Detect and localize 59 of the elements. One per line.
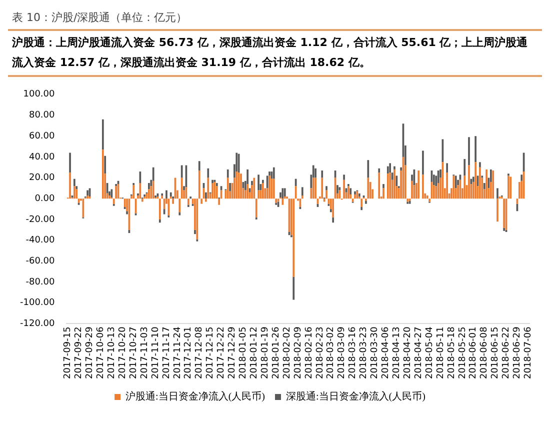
x-tick-label: 2018-06-01 <box>468 326 479 380</box>
x-tick-label: 2017-12-22 <box>216 326 227 380</box>
x-tick-label: 2018-02-02 <box>282 326 292 380</box>
y-tick-label: -20.00 <box>26 214 56 225</box>
x-tick-label: 2018-05-11 <box>436 326 446 380</box>
y-tick-label: -60.00 <box>26 256 56 267</box>
y-tick-label: 60.00 <box>28 131 56 142</box>
x-tick-label: 2018-02-16 <box>304 326 314 380</box>
x-tick-label: 2018-03-23 <box>359 326 370 380</box>
x-tick-label: 2018-03-30 <box>370 326 380 380</box>
x-tick-label: 2018-06-08 <box>480 326 490 380</box>
x-tick-label: 2017-11-03 <box>140 326 150 380</box>
legend-label: 深股通:当日资金净流入(人民币) <box>286 390 426 403</box>
x-tick-label: 2017-12-01 <box>184 326 194 380</box>
x-tick-label: 2018-02-23 <box>315 326 326 380</box>
chart-subtitle: 沪股通：上周沪股通流入资金 56.73 亿，深股通流出资金 1.12 亿，合计流入 55.61 亿；上上周沪股通流入资金 12.57 亿，深股通流出资金 31.19 亿，合计流出 18.62 亿。 <box>8 31 542 77</box>
x-tick-label: 2017-09-15 <box>63 326 74 380</box>
y-tick-label: -120.00 <box>20 319 55 330</box>
x-tick-label: 2018-04-13 <box>392 326 402 380</box>
x-tick-label: 2018-05-18 <box>446 326 457 380</box>
x-tick-label: 2017-12-29 <box>228 326 238 380</box>
y-tick-label: 80.00 <box>28 110 56 121</box>
x-tick-label: 2018-03-16 <box>348 326 358 380</box>
x-tick-label: 2017-10-13 <box>107 326 118 380</box>
y-tick-label: 0.00 <box>34 194 56 204</box>
x-tick-label: 2018-07-06 <box>524 326 534 380</box>
x-tick-label: 2017-09-22 <box>74 326 84 380</box>
x-tick-label: 2017-09-29 <box>85 326 96 380</box>
y-tick-label: -80.00 <box>26 277 56 288</box>
x-tick-label: 2018-04-20 <box>402 326 413 380</box>
x-tick-label: 2017-12-15 <box>206 326 216 380</box>
x-tick-label: 2018-04-06 <box>381 326 392 380</box>
x-tick-label: 2018-05-04 <box>424 326 435 380</box>
x-tick-label: 2017-10-06 <box>96 326 106 380</box>
x-tick-label: 2017-10-20 <box>118 326 128 380</box>
y-tick-label: 100.00 <box>23 90 56 100</box>
x-tick-label: 2017-12-08 <box>194 326 205 380</box>
x-tick-label: 2018-01-26 <box>271 326 282 380</box>
x-tick-label: 2017-11-10 <box>150 326 161 380</box>
chart-title: 表 10：沪股/深股通（单位：亿元） <box>8 8 542 31</box>
x-tick-label: 2018-03-02 <box>326 326 336 380</box>
x-tick-label: 2017-11-17 <box>162 326 172 380</box>
x-tick-label: 2018-03-09 <box>337 326 348 380</box>
x-tick-label: 2018-01-12 <box>250 326 260 380</box>
x-tick-label: 2017-11-24 <box>172 326 183 380</box>
x-tick-label: 2018-01-19 <box>260 326 270 380</box>
x-tick-label: 2018-06-29 <box>512 326 523 380</box>
x-tick-label: 2018-06-15 <box>490 326 501 380</box>
x-tick-label: 2017-10-27 <box>128 326 139 380</box>
x-tick-label: 2018-05-25 <box>458 326 468 380</box>
x-tick-label: 2018-06-22 <box>502 326 512 380</box>
y-tick-label: -100.00 <box>20 298 55 308</box>
legend-label: 沪股通:当日资金净流入(人民币) <box>126 390 266 403</box>
y-tick-label: 20.00 <box>28 173 56 184</box>
y-tick-label: 40.00 <box>28 152 56 162</box>
x-tick-label: 2018-04-27 <box>414 326 424 380</box>
x-tick-label: 2018-01-05 <box>238 326 249 380</box>
y-tick-label: -40.00 <box>26 236 56 246</box>
x-tick-label: 2018-02-09 <box>293 326 304 380</box>
